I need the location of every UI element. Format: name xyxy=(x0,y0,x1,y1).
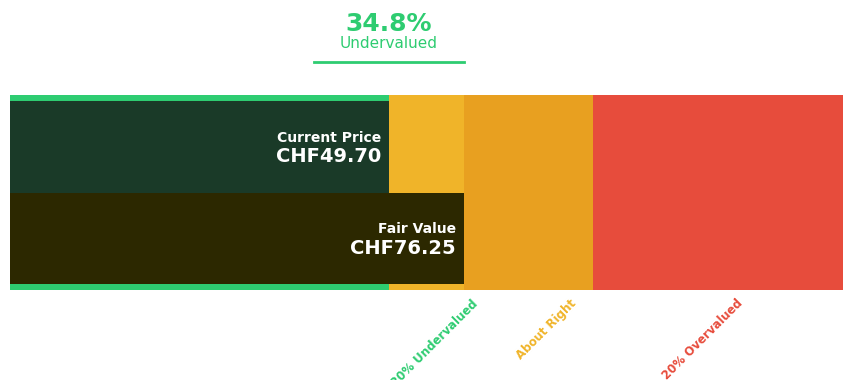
Bar xyxy=(10,101,389,193)
Text: CHF76.25: CHF76.25 xyxy=(350,239,456,258)
Text: 20% Undervalued: 20% Undervalued xyxy=(389,297,481,380)
Text: About Right: About Right xyxy=(514,297,579,362)
Text: 20% Overvalued: 20% Overvalued xyxy=(659,297,745,380)
Bar xyxy=(10,193,463,284)
Bar xyxy=(389,95,463,290)
Text: Fair Value: Fair Value xyxy=(377,222,456,236)
Text: CHF49.70: CHF49.70 xyxy=(275,147,381,166)
Text: Current Price: Current Price xyxy=(276,131,381,145)
Bar xyxy=(592,95,842,290)
Text: Undervalued: Undervalued xyxy=(340,36,437,51)
Text: 34.8%: 34.8% xyxy=(345,12,432,36)
Bar xyxy=(463,95,592,290)
Bar xyxy=(10,95,389,290)
